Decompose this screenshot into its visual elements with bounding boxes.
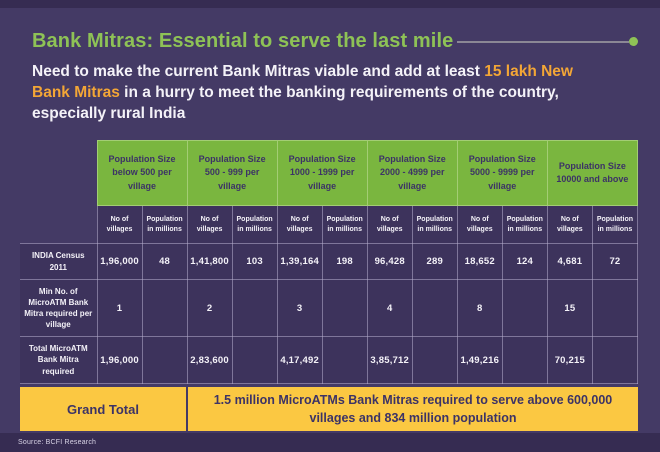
- subheader-villages: No of villages: [276, 205, 323, 244]
- subheader-population: Population in millions: [321, 205, 368, 244]
- table-cell: 1,39,164: [276, 243, 323, 280]
- title-underline: [457, 40, 629, 43]
- subheader-villages: No of villages: [546, 205, 593, 244]
- table-cell: 4,17,492: [276, 336, 323, 384]
- table-cell: 103: [231, 243, 278, 280]
- title-dot-icon: [629, 37, 638, 46]
- subheader-villages: No of villages: [186, 205, 233, 244]
- top-accent-band: [0, 0, 660, 8]
- table-cell: [141, 279, 188, 337]
- subheader-villages: No of villages: [366, 205, 413, 244]
- group-header-1000-1999: Population Size 1000 - 1999 per village: [276, 140, 368, 206]
- group-header-500-999: Population Size 500 - 999 per village: [186, 140, 278, 206]
- table-cell: [591, 336, 639, 384]
- table-cell: [321, 279, 368, 337]
- table-cell: 4,681: [546, 243, 593, 280]
- table-cell: 198: [321, 243, 368, 280]
- group-header-10000-above: Population Size 10000 and above: [546, 140, 639, 206]
- table-row-min-microatm: Min No. of MicroATM Bank Mitra required …: [20, 279, 639, 337]
- bank-mitras-table: Population Size below 500 per village Po…: [20, 140, 639, 384]
- table-cell: [321, 336, 368, 384]
- grand-total-text: 1.5 million MicroATMs Bank Mitras requir…: [188, 387, 638, 431]
- group-header-5000-9999: Population Size 5000 - 9999 per village: [456, 140, 548, 206]
- page-title: Bank Mitras: Essential to serve the last…: [32, 30, 454, 52]
- bottom-accent-band: Source: BCFI Research: [0, 433, 660, 452]
- table-cell: 289: [411, 243, 458, 280]
- table-cell: 48: [141, 243, 188, 280]
- table-cell: 72: [591, 243, 639, 280]
- table-cell: 96,428: [366, 243, 413, 280]
- subheader-population: Population in millions: [411, 205, 458, 244]
- table-cell: 4: [366, 279, 413, 337]
- table-cell: 3: [276, 279, 323, 337]
- subheader-population: Population in millions: [591, 205, 639, 244]
- table-cell: [141, 336, 188, 384]
- subtitle: Need to make the current Bank Mitras via…: [32, 62, 610, 125]
- table-cell: [411, 336, 458, 384]
- table-cell: 2: [186, 279, 233, 337]
- table-cell: [411, 279, 458, 337]
- row-label-min-microatm: Min No. of MicroATM Bank Mitra required …: [20, 279, 98, 337]
- row-label-india-census: INDIA Census 2011: [20, 243, 98, 280]
- table-cell: 1,49,216: [456, 336, 503, 384]
- table-cell: 18,652: [456, 243, 503, 280]
- corner-cell: [20, 141, 97, 206]
- subtitle-text-1: Need to make the current Bank Mitras via…: [32, 63, 485, 80]
- row-label-total-microatm: Total MicroATM Bank Mitra required: [20, 336, 98, 384]
- subheader-villages: No of villages: [456, 205, 503, 244]
- table-group-header-row: Population Size below 500 per village Po…: [20, 140, 639, 206]
- table-cell: 2,83,600: [186, 336, 233, 384]
- table-subheader-row: No of villages Population in millions No…: [20, 205, 639, 244]
- grand-total-bar: Grand Total 1.5 million MicroATMs Bank M…: [20, 387, 638, 431]
- table-cell: 8: [456, 279, 503, 337]
- group-header-below-500: Population Size below 500 per village: [96, 140, 188, 206]
- source-credit: Source: BCFI Research: [18, 439, 97, 446]
- subtitle-highlight: 15 lakh New Bank Mitras: [32, 63, 573, 101]
- table-cell: [501, 336, 548, 384]
- subheader-villages: No of villages: [96, 205, 143, 244]
- title-row: Bank Mitras: Essential to serve the last…: [32, 30, 638, 53]
- table-cell: [501, 279, 548, 337]
- group-header-2000-4999: Population Size 2000 - 4999 per village: [366, 140, 458, 206]
- table-cell: 1: [96, 279, 143, 337]
- table-cell: 1,96,000: [96, 336, 143, 384]
- subheader-population: Population in millions: [141, 205, 188, 244]
- table-cell: 1,41,800: [186, 243, 233, 280]
- table-cell: [231, 279, 278, 337]
- subtitle-text-2: in a hurry to meet the banking requireme…: [32, 83, 559, 122]
- table-cell: 124: [501, 243, 548, 280]
- grand-total-label: Grand Total: [20, 387, 188, 431]
- table-row-total-microatm: Total MicroATM Bank Mitra required 1,96,…: [20, 336, 639, 384]
- table-cell: 15: [546, 279, 593, 337]
- table-cell: [231, 336, 278, 384]
- subheader-population: Population in millions: [501, 205, 548, 244]
- table-cell: 3,85,712: [366, 336, 413, 384]
- subheader-population: Population in millions: [231, 205, 278, 244]
- grand-total-text-inner: 1.5 million MicroATMs Bank Mitras requir…: [213, 392, 613, 425]
- table-cell: 1,96,000: [96, 243, 143, 280]
- table-cell: [591, 279, 639, 337]
- table-cell: 70,215: [546, 336, 593, 384]
- subheader-spacer: [20, 205, 98, 244]
- table-row-india-census: INDIA Census 2011 1,96,000 48 1,41,800 1…: [20, 243, 639, 280]
